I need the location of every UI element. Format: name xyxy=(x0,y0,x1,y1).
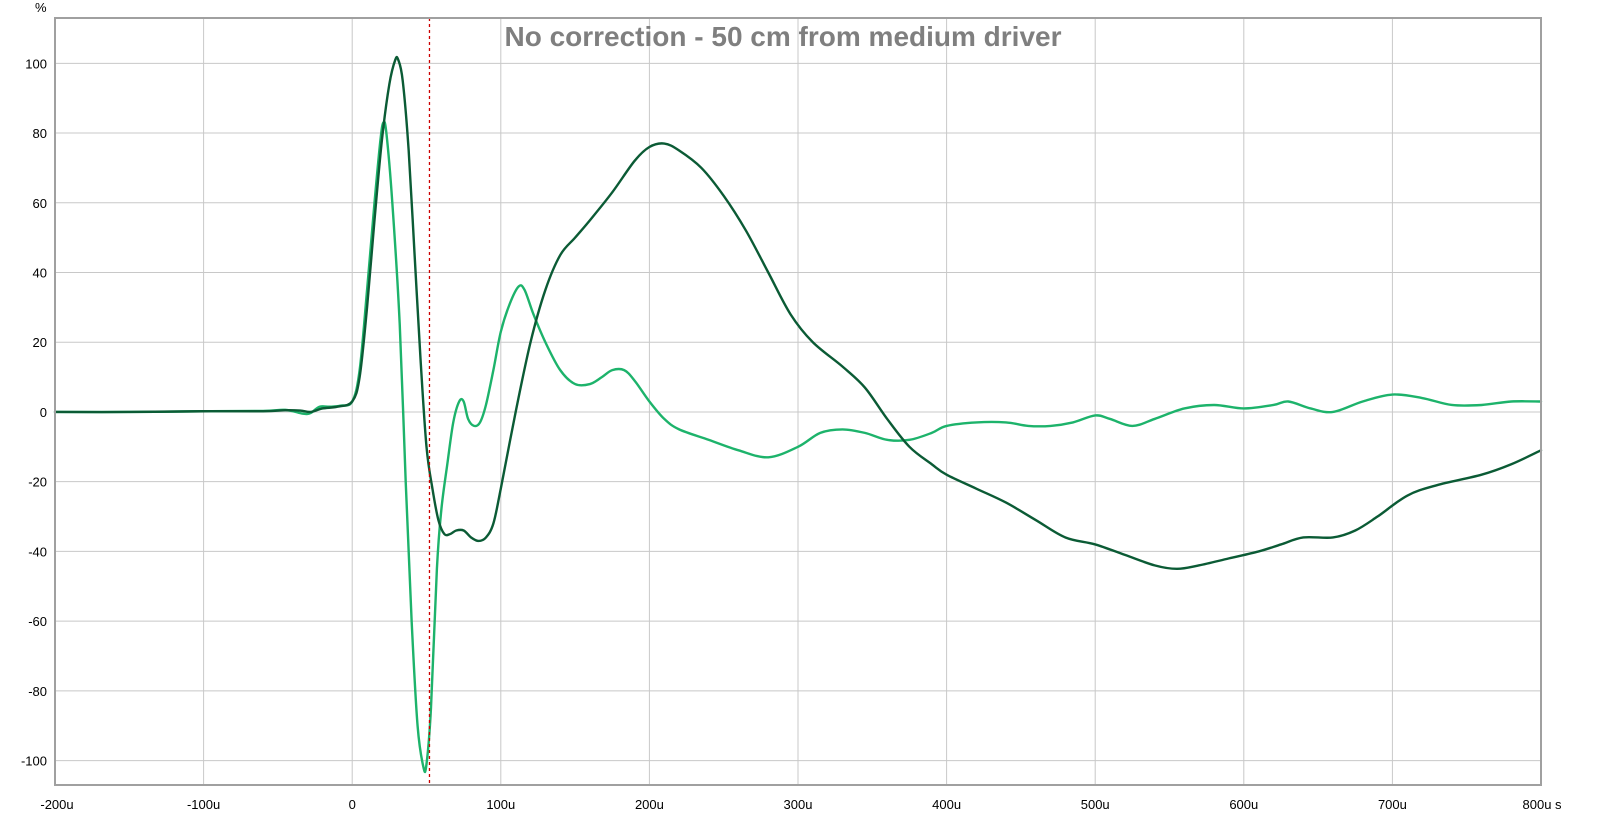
x-tick-label: 500u xyxy=(1081,797,1110,812)
x-tick-label: -200u xyxy=(40,797,73,812)
series-line-1 xyxy=(53,120,1543,774)
x-tick-label: 200u xyxy=(635,797,664,812)
y-tick-label: -100 xyxy=(21,754,47,769)
x-unit-label: s xyxy=(1555,797,1562,812)
y-tick-label: 40 xyxy=(33,266,47,281)
y-tick-label: 60 xyxy=(33,196,47,211)
y-tick-label: 80 xyxy=(33,126,47,141)
y-tick-label: 20 xyxy=(33,335,47,350)
x-tick-label: 400u xyxy=(932,797,961,812)
x-tick-label: 0 xyxy=(349,797,356,812)
y-tick-label: -80 xyxy=(28,684,47,699)
y-tick-label: -40 xyxy=(28,544,47,559)
x-tick-label: 800u xyxy=(1523,797,1552,812)
y-tick-label: 0 xyxy=(40,405,47,420)
chart-title: No correction - 50 cm from medium driver xyxy=(504,21,1061,52)
grid xyxy=(54,18,1542,785)
plot-frame xyxy=(54,17,1542,786)
x-tick-label: -100u xyxy=(187,797,220,812)
y-tick-label: -20 xyxy=(28,475,47,490)
series-line-2 xyxy=(53,55,1543,571)
x-tick-label: 700u xyxy=(1378,797,1407,812)
x-tick-label: 300u xyxy=(784,797,813,812)
x-tick-label: 600u xyxy=(1229,797,1258,812)
y-unit-label: % xyxy=(35,0,47,15)
y-tick-label: -60 xyxy=(28,614,47,629)
y-tick-label: 100 xyxy=(25,56,47,71)
x-tick-label: 100u xyxy=(486,797,515,812)
series-layer xyxy=(53,55,1543,774)
axes: -200u -100u 0 100u 200u 300u 400u 500u 600u 700u 8… xyxy=(21,56,1551,812)
